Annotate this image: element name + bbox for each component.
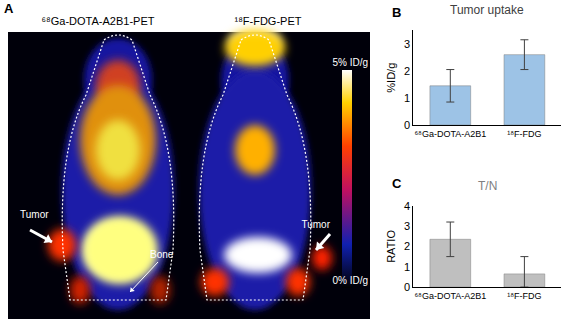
svg-text:C: C (392, 176, 402, 191)
svg-text:5% ID/g: 5% ID/g (332, 57, 368, 68)
svg-text:3: 3 (404, 220, 410, 232)
svg-text:3: 3 (404, 38, 410, 50)
svg-text:⁶⁸Ga-DOTA-A2B1-PET: ⁶⁸Ga-DOTA-A2B1-PET (42, 15, 155, 27)
svg-text:%ID/g: %ID/g (385, 63, 397, 93)
svg-text:RATIO: RATIO (385, 230, 397, 263)
svg-text:¹⁸F-FDG-PET: ¹⁸F-FDG-PET (235, 15, 302, 27)
svg-text:¹⁸F-FDG: ¹⁸F-FDG (507, 291, 541, 301)
svg-text:0: 0 (404, 119, 410, 131)
svg-text:T/N: T/N (478, 179, 497, 193)
svg-text:0% ID/g: 0% ID/g (332, 275, 368, 286)
svg-text:¹⁸F-FDG: ¹⁸F-FDG (507, 129, 541, 139)
svg-text:Tumor: Tumor (301, 219, 330, 230)
svg-text:Tumor uptake: Tumor uptake (450, 3, 524, 17)
svg-text:1: 1 (404, 92, 410, 104)
svg-text:4: 4 (404, 200, 410, 212)
svg-text:Tumor: Tumor (20, 209, 49, 220)
svg-text:2: 2 (404, 240, 410, 252)
svg-text:2: 2 (404, 65, 410, 77)
svg-text:Bone: Bone (150, 249, 174, 260)
svg-text:B: B (392, 5, 401, 20)
svg-text:0: 0 (404, 281, 410, 293)
svg-text:⁶⁸Ga-DOTA-A2B1: ⁶⁸Ga-DOTA-A2B1 (414, 291, 486, 301)
svg-text:1: 1 (404, 261, 410, 273)
svg-text:A: A (4, 1, 14, 16)
svg-text:⁶⁸Ga-DOTA-A2B1: ⁶⁸Ga-DOTA-A2B1 (414, 129, 486, 139)
